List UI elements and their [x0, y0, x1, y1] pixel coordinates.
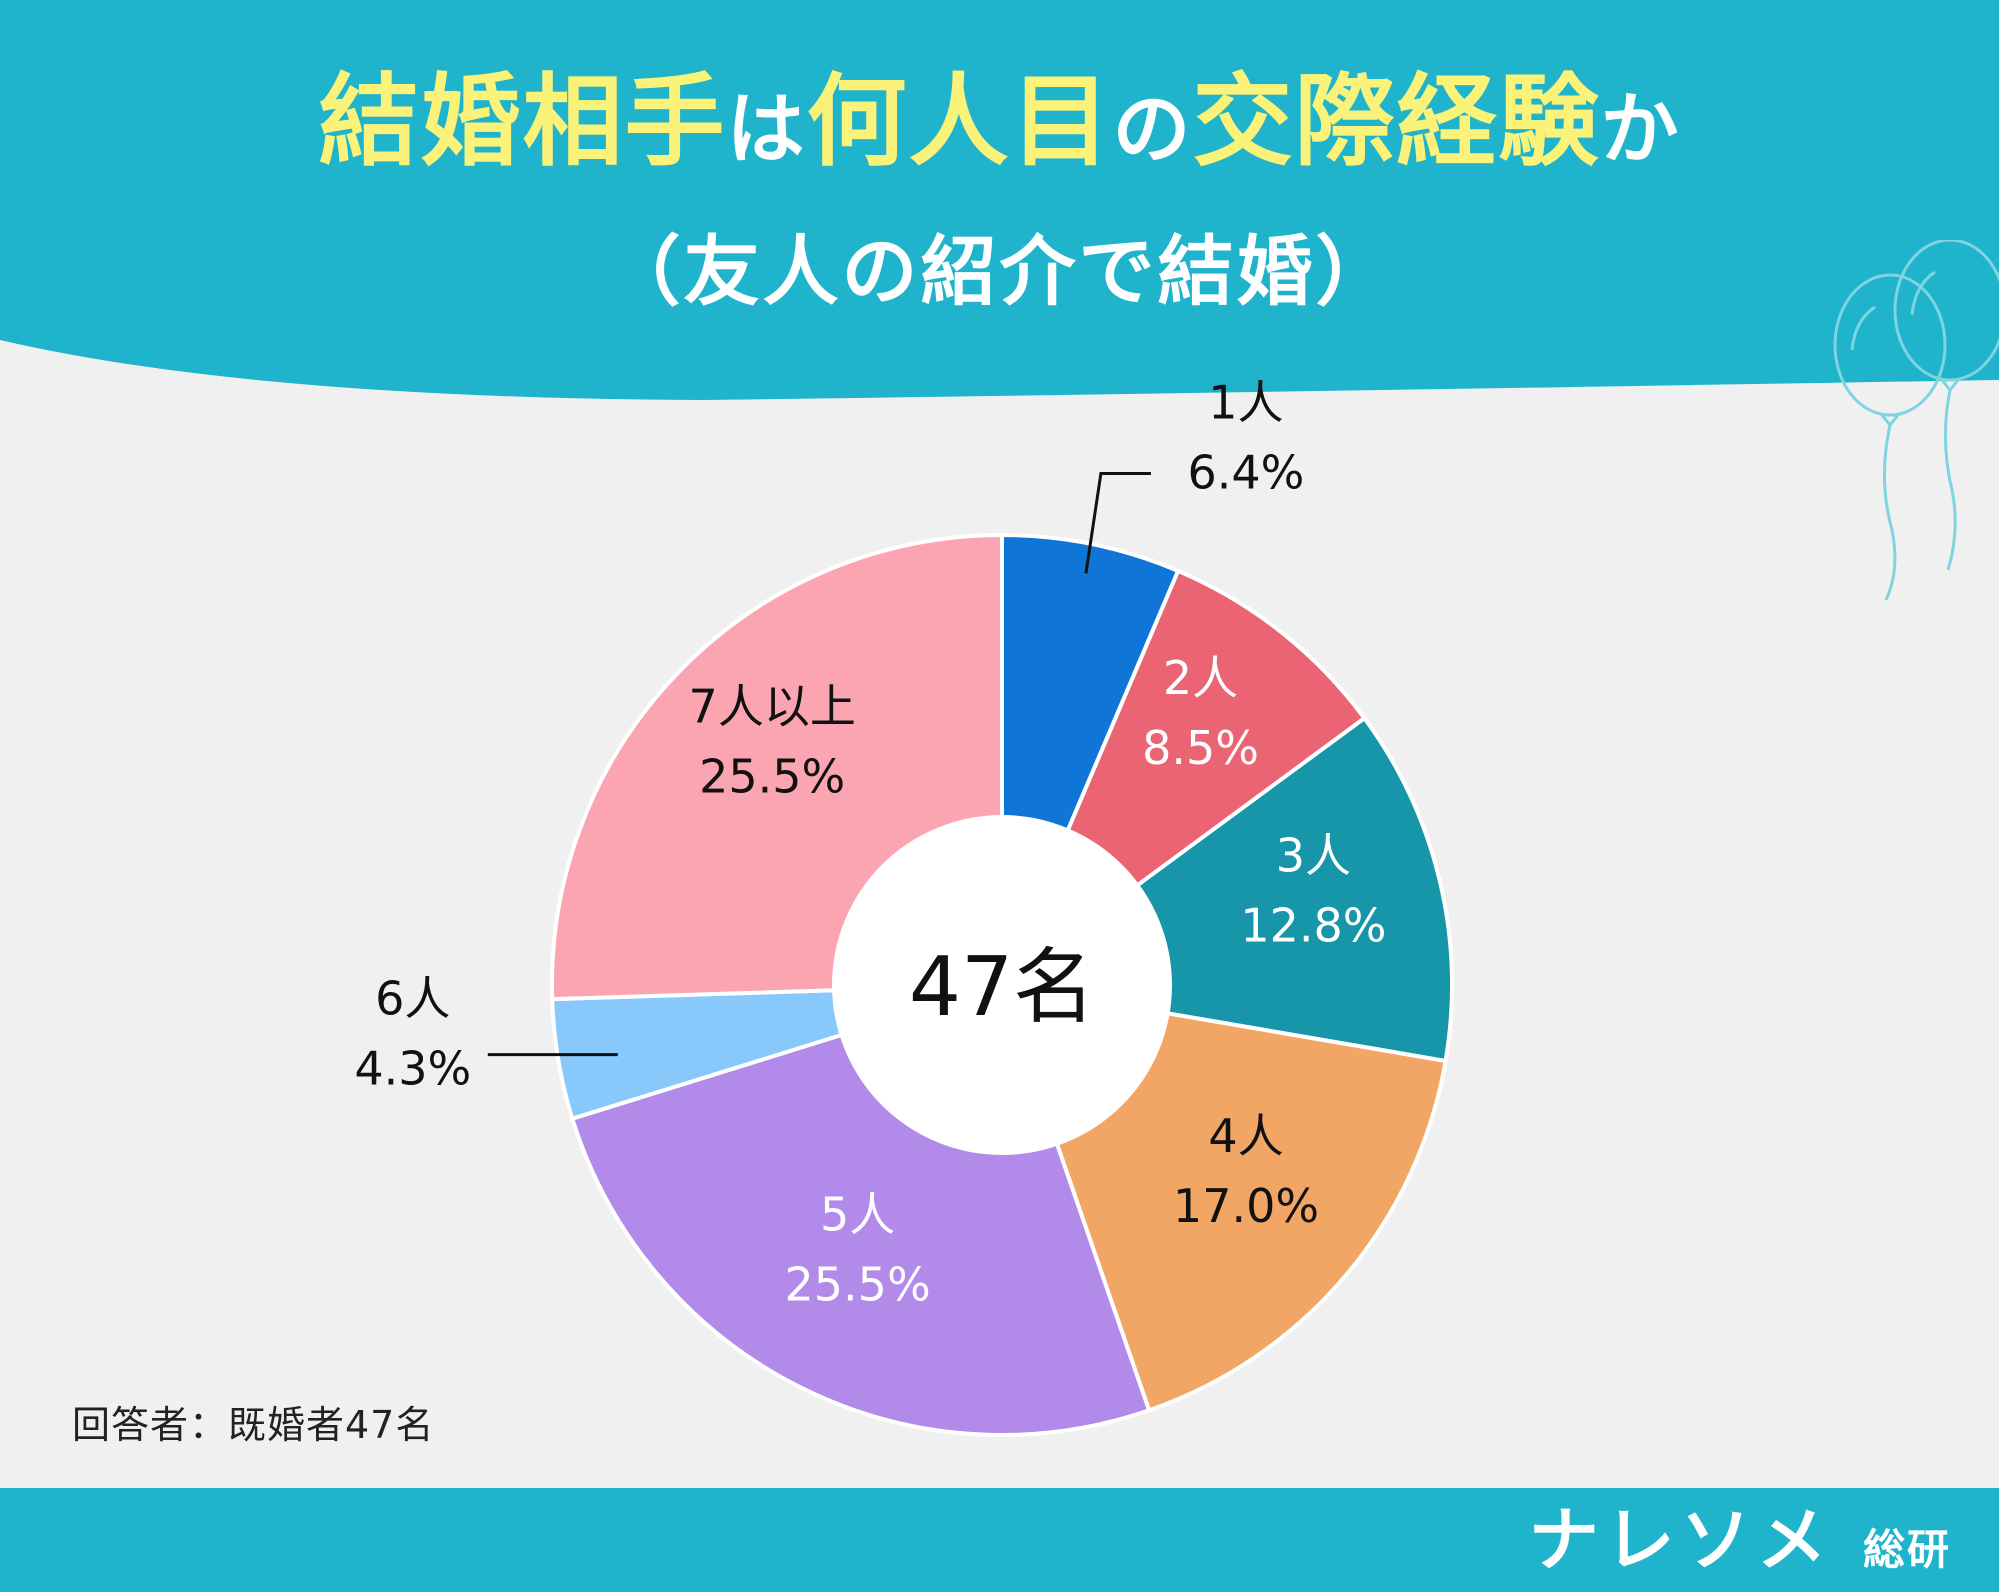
title-part-4: の: [1112, 85, 1193, 175]
title-part-6: か: [1600, 85, 1681, 175]
slice-value-5: 25.5%: [785, 1258, 931, 1312]
donut-center: [832, 815, 1172, 1155]
header-banner: [0, 0, 1999, 400]
brand-logo: ナレソメ 総研: [1529, 1500, 1951, 1590]
title-part-2: は: [726, 85, 807, 175]
slice-value-4: 17.0%: [1173, 1179, 1319, 1233]
slice-label-4: 4人: [1208, 1109, 1283, 1163]
title-part-1: 結婚相手: [318, 63, 727, 180]
slice-label-5: 5人: [820, 1188, 895, 1242]
center-total-label: 47名: [909, 940, 1095, 1035]
title-part-5: 交際経験: [1192, 63, 1601, 180]
slice-value-2: 8.5%: [1142, 721, 1259, 775]
slice-value-6: 4.3%: [354, 1042, 471, 1096]
slice-value-1: 6.4%: [1187, 446, 1304, 500]
callout-line-1: [1084, 472, 1151, 574]
slice-label-3: 3人: [1276, 828, 1351, 882]
slice-value-7: 25.5%: [699, 749, 845, 803]
balloons-decoration-icon: [1833, 240, 1999, 600]
title-part-3: 何人目: [806, 63, 1113, 180]
chart-title: 結婚相手は何人目の交際経験か: [0, 62, 1999, 190]
slice-label-2: 2人: [1163, 651, 1238, 705]
respondents-note: 回答者：既婚者47名: [72, 1403, 435, 1447]
brand-name: ナレソメ: [1528, 1499, 1833, 1581]
slice-value-3: 12.8%: [1240, 898, 1386, 952]
brand-suffix: 総研: [1862, 1525, 1951, 1574]
chart-subtitle: （友人の紹介で結婚）: [604, 227, 1395, 316]
slice-label-6: 6人: [375, 972, 450, 1026]
slice-label-7: 7人以上: [689, 679, 856, 733]
slice-label-1: 1人: [1208, 376, 1283, 430]
footer-bar: [0, 1488, 1999, 1592]
